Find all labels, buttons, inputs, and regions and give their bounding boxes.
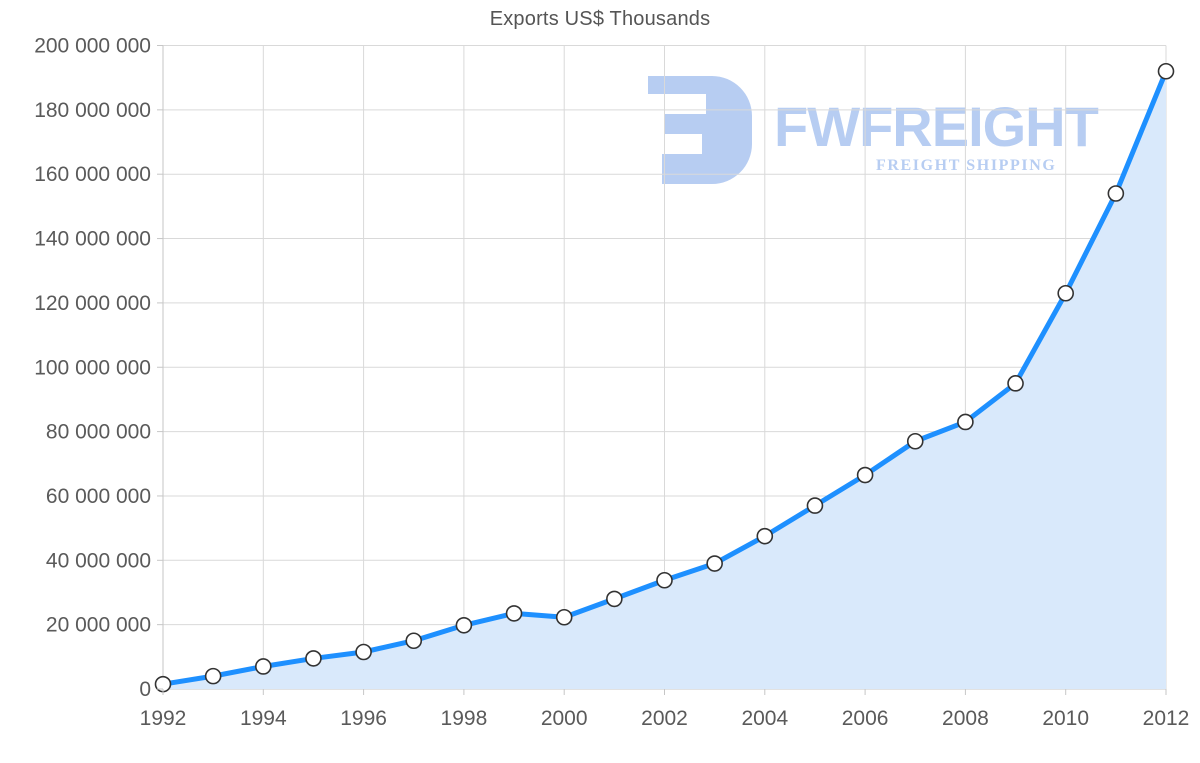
x-tick-label: 1992 xyxy=(140,707,187,730)
x-axis-labels: 1992 1994 1996 1998 2000 2002 2004 2006 2008 2010… xyxy=(140,689,1190,730)
data-point-marker xyxy=(1007,375,1024,392)
y-tick-label: 180 000 000 xyxy=(34,99,151,122)
data-point-marker xyxy=(204,667,222,685)
x-tick-label: 1994 xyxy=(240,707,287,730)
data-point-marker xyxy=(1057,284,1074,302)
y-tick-label: 160 000 000 xyxy=(34,163,151,186)
data-point-marker xyxy=(505,605,523,622)
area-fill xyxy=(163,71,1166,690)
data-point-marker xyxy=(1107,185,1125,202)
data-point-marker xyxy=(555,608,573,626)
data-point-marker xyxy=(305,650,322,667)
x-tick-label: 2004 xyxy=(741,707,788,730)
data-point-marker xyxy=(455,616,473,634)
data-point-marker xyxy=(756,527,774,545)
data-point-marker xyxy=(254,658,272,675)
y-tick-label: 140 000 000 xyxy=(34,228,151,251)
data-point-marker xyxy=(957,413,974,431)
y-tick-label: 0 xyxy=(139,678,151,701)
x-tick-label: 2012 xyxy=(1143,707,1190,730)
y-tick-label: 200 000 000 xyxy=(34,35,151,58)
data-point-marker xyxy=(355,643,372,661)
data-point-marker xyxy=(806,497,824,514)
x-tick-label: 1996 xyxy=(340,707,387,730)
x-tick-label: 1998 xyxy=(441,707,488,730)
data-points xyxy=(154,62,1175,693)
x-tick-label: 2010 xyxy=(1042,707,1089,730)
data-point-marker xyxy=(856,466,874,484)
data-point-marker xyxy=(606,590,623,608)
y-axis-labels: 0 20 000 000 40 000 000 60 000 000 80 000 00… xyxy=(34,35,163,701)
x-tick-label: 2000 xyxy=(541,707,588,730)
y-tick-label: 100 000 000 xyxy=(34,356,151,379)
data-point-marker xyxy=(656,571,673,589)
y-tick-label: 80 000 000 xyxy=(46,421,151,444)
data-point-marker xyxy=(405,632,423,650)
area-fill-path xyxy=(163,71,1166,690)
y-tick-label: 20 000 000 xyxy=(46,614,151,637)
chart-title: Exports US$ Thousands xyxy=(489,8,711,30)
data-point-marker xyxy=(706,555,723,572)
x-tick-label: 2002 xyxy=(641,707,688,730)
data-point-marker xyxy=(906,432,924,450)
data-point-marker xyxy=(1157,62,1175,80)
y-tick-label: 60 000 000 xyxy=(46,485,151,508)
x-tick-label: 2008 xyxy=(942,707,989,730)
x-tick-label: 2006 xyxy=(842,707,889,730)
y-tick-label: 40 000 000 xyxy=(46,549,151,572)
y-tick-label: 120 000 000 xyxy=(34,292,151,315)
